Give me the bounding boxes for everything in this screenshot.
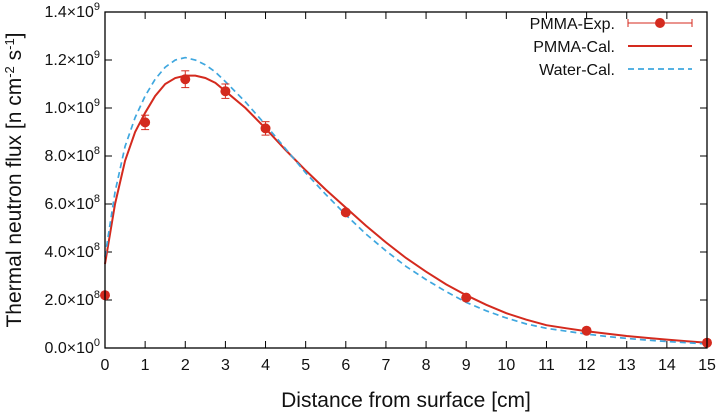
y-tick-label: 0.0×100 [44, 337, 100, 357]
plot-frame [104, 11, 708, 349]
x-tick-label: 13 [618, 357, 636, 374]
x-tick-label: 6 [341, 357, 350, 374]
data-point [140, 117, 151, 128]
x-tick-label: 2 [181, 357, 190, 374]
y-tick-label: 4.0×108 [44, 241, 100, 261]
data-point [260, 123, 271, 134]
x-tick-label: 12 [578, 357, 596, 374]
legend-symbol-point [655, 18, 665, 28]
y-tick-label: 1.4×109 [44, 1, 100, 21]
y-axis-title: Thermal neutron flux [n cm-2 s-1] [2, 32, 27, 327]
x-tick-label: 5 [301, 357, 310, 374]
legend-label: PMMA-Cal. [533, 39, 615, 56]
legend-label: PMMA-Exp. [530, 16, 615, 33]
y-tick-label: 8.0×108 [44, 145, 100, 165]
x-tick-label: 8 [422, 357, 431, 374]
y-tick-label: 1.2×109 [44, 49, 100, 69]
y-tick-label: 1.0×109 [44, 97, 100, 117]
x-axis-ticks: 0 1 2 3 4 5 6 7 8 9 10 11 12 13 14 15 [101, 12, 716, 374]
x-tick-label: 14 [658, 357, 676, 374]
data-point [581, 325, 592, 336]
legend: PMMA-Exp. PMMA-Cal. Water-Cal. [530, 16, 693, 79]
legend-label: Water-Cal. [539, 62, 615, 79]
y-axis-ticks: 0.0×100 2.0×108 4.0×108 6.0×108 8.0×108 1.0×1… [44, 1, 707, 357]
x-tick-label: 1 [141, 357, 150, 374]
y-tick-label: 2.0×108 [44, 289, 100, 309]
x-tick-label: 9 [462, 357, 471, 374]
y-tick-label: 6.0×108 [44, 193, 100, 213]
data-point [340, 207, 351, 218]
x-tick-label: 0 [101, 357, 110, 374]
x-tick-label: 15 [698, 357, 716, 374]
x-tick-label: 7 [381, 357, 390, 374]
x-tick-label: 3 [221, 357, 230, 374]
x-tick-label: 11 [538, 357, 555, 374]
x-axis-title: Distance from surface [cm] [281, 389, 531, 412]
data-point [461, 292, 472, 303]
data-point [180, 74, 191, 85]
x-tick-label: 4 [261, 357, 270, 374]
x-tick-label: 10 [497, 357, 515, 374]
data-point [220, 86, 231, 97]
